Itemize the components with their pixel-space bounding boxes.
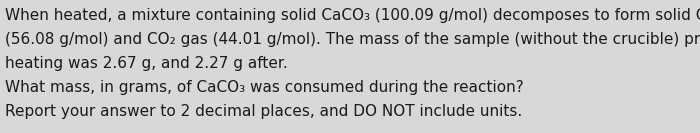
- Text: Report your answer to 2 decimal places, and DO NOT include units.: Report your answer to 2 decimal places, …: [5, 104, 522, 119]
- Text: heating was 2.67 g, and 2.27 g after.: heating was 2.67 g, and 2.27 g after.: [5, 56, 288, 71]
- Text: (56.08 g/mol) and CO₂ gas (44.01 g/mol). The mass of the sample (without the cru: (56.08 g/mol) and CO₂ gas (44.01 g/mol).…: [5, 32, 700, 47]
- Text: When heated, a mixture containing solid CaCO₃ (100.09 g/mol) decomposes to form : When heated, a mixture containing solid …: [5, 8, 700, 23]
- Text: What mass, in grams, of CaCO₃ was consumed during the reaction?: What mass, in grams, of CaCO₃ was consum…: [5, 80, 524, 95]
